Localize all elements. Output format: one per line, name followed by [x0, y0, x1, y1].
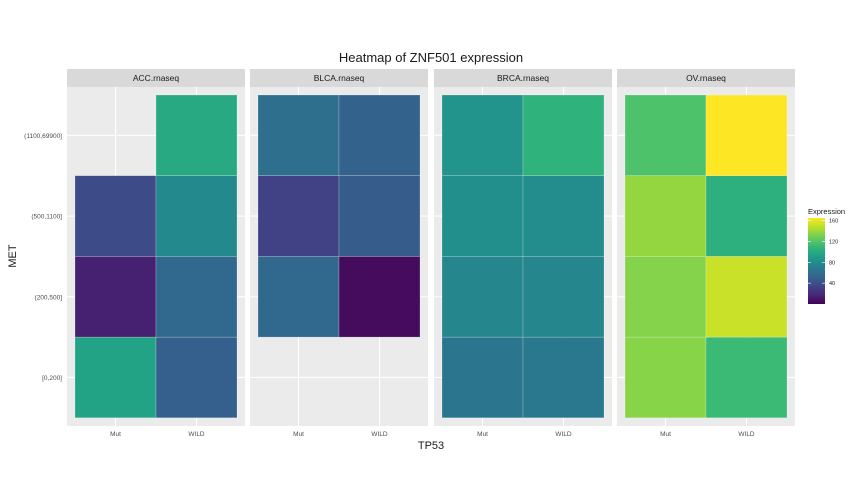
heatmap-tile — [705, 336, 788, 419]
facet-panel: OV.rnaseq Mut WILD — [617, 69, 795, 438]
facet-strip-label: ACC.rnaseq — [133, 73, 180, 83]
facet-strip-label: OV.rnaseq — [686, 73, 726, 83]
heatmap-tile — [338, 175, 421, 257]
x-tick-label: Mut — [110, 431, 121, 438]
heatmap-tile — [257, 256, 340, 338]
heatmap-tile — [155, 175, 238, 257]
heatmap-tile — [74, 175, 157, 257]
x-tick-label: WILD — [371, 431, 388, 438]
y-tick-label: (1100,69900] — [24, 133, 62, 140]
legend-ticks: 40 80 120 160 — [808, 219, 838, 287]
facet-strip — [250, 69, 428, 87]
x-tick-label: Mut — [293, 431, 304, 438]
facet-strip — [434, 69, 612, 87]
heatmap-tile — [155, 256, 238, 338]
x-tick-label: WILD — [738, 431, 755, 438]
x-tick-label: Mut — [477, 431, 488, 438]
heatmap-tile — [441, 336, 524, 419]
legend-tick-label: 80 — [829, 260, 835, 266]
heatmap-tile — [522, 336, 605, 419]
x-tick-label: Mut — [660, 431, 671, 438]
y-axis-title: MET — [7, 244, 19, 268]
y-tick-label: (500,1100] — [31, 214, 62, 221]
heatmap-tile — [441, 256, 524, 338]
facet-panel: BLCA.rnaseq Mut WILD — [250, 69, 428, 438]
y-tick-label: [0,200] — [42, 375, 62, 382]
heatmap-tile — [705, 175, 788, 257]
heatmap-tile — [338, 94, 421, 176]
facet-panel: BRCA.rnaseq Mut WILD — [434, 69, 612, 438]
legend-colorbar — [808, 218, 825, 304]
x-axis-title: TP53 — [418, 440, 444, 452]
heatmap-tile — [155, 94, 238, 176]
heatmap-tile — [624, 94, 707, 176]
heatmap-tile — [624, 256, 707, 338]
x-tick-label: WILD — [188, 431, 205, 438]
legend: Expression 40 80 120 160 — [808, 207, 845, 304]
chart-title: Heatmap of ZNF501 expression — [339, 50, 523, 65]
heatmap-tile — [522, 175, 605, 257]
heatmap-tile — [155, 336, 238, 419]
heatmap-tile — [74, 256, 157, 338]
heatmap-tile — [441, 94, 524, 176]
heatmap-tile — [441, 175, 524, 257]
legend-tick-label: 160 — [829, 219, 838, 225]
y-tick-label: (200,500] — [35, 294, 63, 301]
x-tick-label: WILD — [555, 431, 572, 438]
facet-panel: ACC.rnaseq Mut WILD — [67, 69, 245, 438]
y-axis-ticks: [0,200] (200,500] (500,1100] (1100,69900] — [24, 133, 62, 382]
heatmap-tile — [338, 256, 421, 338]
heatmap-tile — [705, 256, 788, 338]
facet-strip — [617, 69, 795, 87]
heatmap-tile — [257, 94, 340, 176]
facet-strip — [67, 69, 245, 87]
heatmap-tile — [522, 94, 605, 176]
heatmap-tile — [624, 336, 707, 419]
heatmap-tile — [705, 94, 788, 176]
facet-strip-label: BRCA.rnaseq — [497, 73, 549, 83]
heatmap-tile — [624, 175, 707, 257]
facet-strip-label: BLCA.rnaseq — [314, 73, 365, 83]
heatmap-tile — [522, 256, 605, 338]
legend-tick-label: 120 — [829, 239, 838, 245]
heatmap-tile — [257, 175, 340, 257]
legend-title: Expression — [808, 207, 845, 216]
heatmap-tile — [74, 336, 157, 419]
legend-tick-label: 40 — [829, 281, 835, 287]
